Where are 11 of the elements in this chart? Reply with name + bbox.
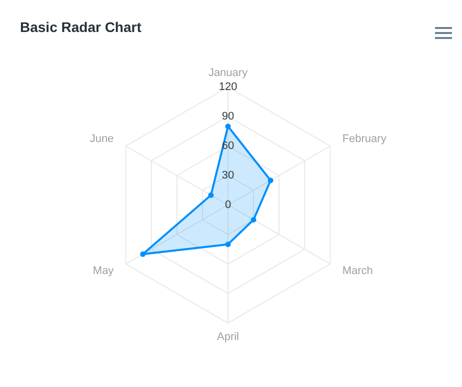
y-tick-label: 30 <box>222 170 234 182</box>
y-tick-label: 90 <box>222 110 234 122</box>
spoke-label: April <box>216 331 240 343</box>
spoke-label: March <box>342 265 373 277</box>
spoke-label: February <box>342 133 387 145</box>
spoke-label: January <box>208 67 248 79</box>
spoke-label: May <box>92 265 114 277</box>
y-tick-label: 0 <box>224 199 232 211</box>
spoke-label: June <box>90 133 114 145</box>
y-tick-label: 120 <box>218 81 238 93</box>
chart-title: Basic Radar Chart <box>20 19 142 35</box>
